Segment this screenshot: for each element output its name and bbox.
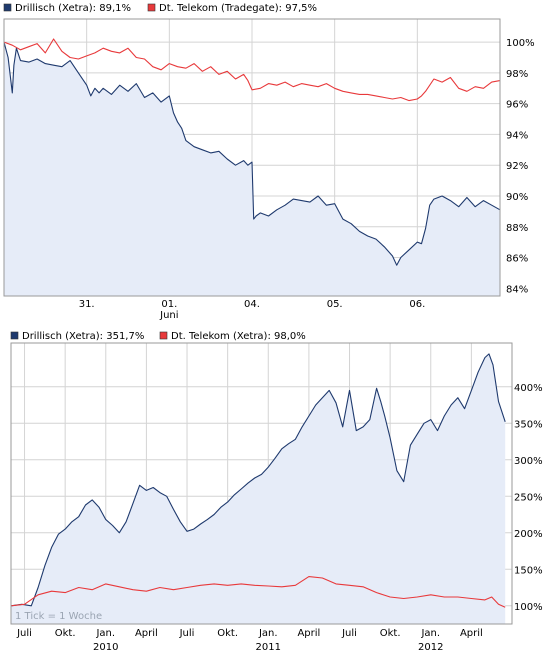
x-tick-label: April [135,628,158,639]
x-tick-label: Okt. [55,628,76,639]
x-tick-sublabel: Juni [159,310,178,321]
legend-label-2: Dt. Telekom (Xetra): 98,0% [171,331,306,342]
plot-border [3,18,501,297]
y-tick-label: 200% [514,529,543,540]
x-tick-label: April [460,628,483,639]
y-tick-label: 90% [506,192,528,203]
x-tick-label: 01. [161,299,177,310]
legend-label-1: Drillisch (Xetra): 351,7% [22,331,144,342]
y-tick-label: 88% [506,223,528,234]
x-tick-sublabel: 2012 [418,642,443,653]
x-tick-label: 31. [79,299,95,310]
x-tick-label: Okt. [217,628,238,639]
y-tick-label: 300% [514,456,543,467]
legend-label-2: Dt. Telekom (Tradegate): 97,5% [159,3,317,14]
tick-note: 1 Tick = 1 Woche [15,611,102,622]
y-tick-label: 150% [514,565,543,576]
x-tick-label: Juli [341,628,357,639]
x-tick-label: 05. [327,299,343,310]
legend-swatch-1 [3,3,12,12]
legend-swatch-2 [147,3,156,12]
y-tick-label: 96% [506,100,528,111]
x-tick-label: Okt. [380,628,401,639]
series-line-1 [10,353,506,607]
x-tick-label: 04. [244,299,260,310]
series-line-2 [3,38,501,102]
y-tick-label: 84% [506,284,528,295]
legend-swatch-2 [159,331,168,340]
x-tick-label: Jan. [420,628,440,639]
x-tick-sublabel: 2010 [93,642,118,653]
y-tick-label: 86% [506,254,528,265]
plot-border [10,342,513,625]
y-tick-label: 100% [514,602,543,613]
legend-label-1: Drillisch (Xetra): 89,1% [15,3,131,14]
y-tick-label: 400% [514,383,543,394]
series-area-1 [11,353,506,624]
series-line-1 [3,41,501,266]
x-tick-label: 06. [409,299,425,310]
x-tick-label: Juli [179,628,195,639]
y-tick-label: 100% [506,38,535,49]
y-tick-label: 98% [506,69,528,80]
series-line-2 [10,576,506,608]
x-tick-label: April [297,628,320,639]
x-tick-label: Juli [16,628,32,639]
y-tick-label: 94% [506,130,528,141]
x-tick-sublabel: 2011 [256,642,281,653]
y-tick-label: 92% [506,161,528,172]
legend-swatch-1 [10,331,19,340]
x-tick-label: Jan. [95,628,115,639]
y-tick-label: 350% [514,419,543,430]
x-tick-label: Jan. [258,628,278,639]
y-tick-label: 250% [514,492,543,503]
